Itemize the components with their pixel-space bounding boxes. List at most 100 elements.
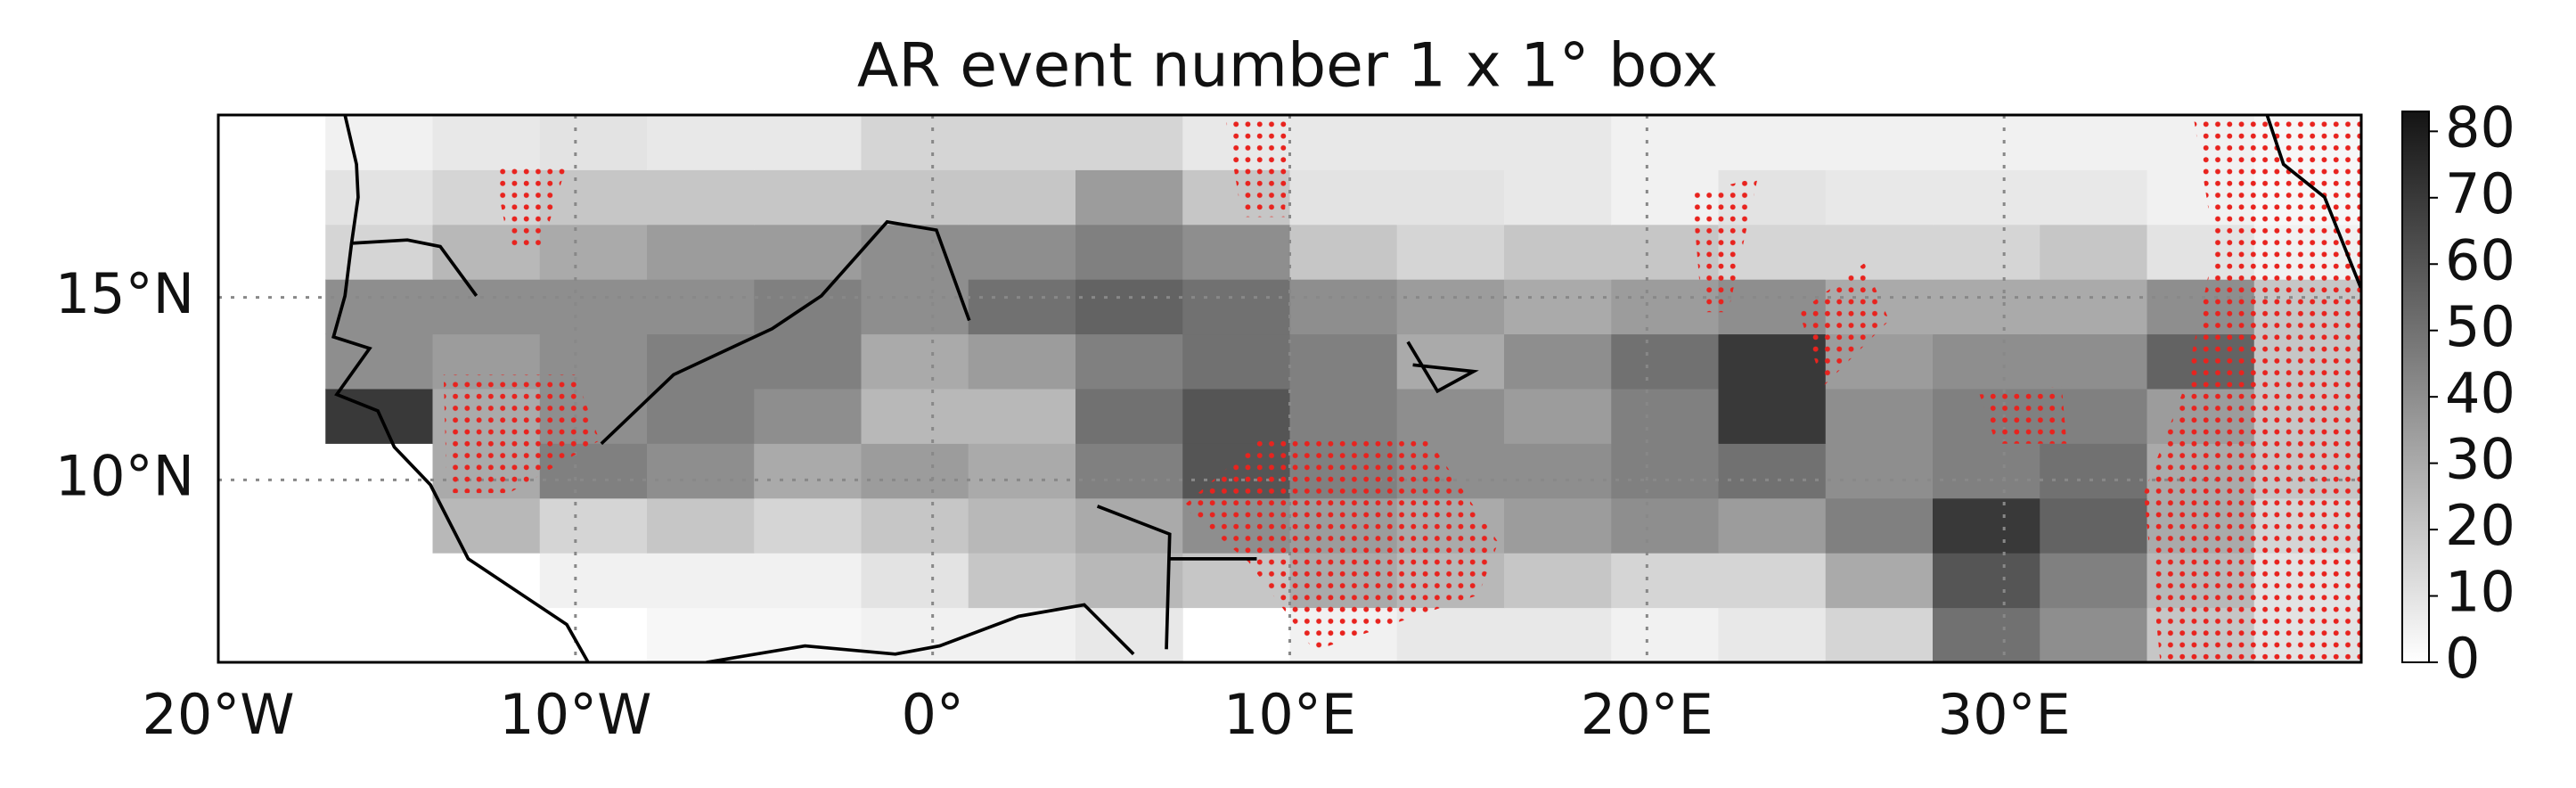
heat-cell xyxy=(1504,389,1612,444)
heat-cell xyxy=(1396,607,1505,662)
heat-cell xyxy=(1396,115,1505,170)
heat-cell xyxy=(647,443,755,499)
heat-cell xyxy=(432,497,541,554)
x-tick-label: 10°E xyxy=(1223,682,1356,747)
heat-cell xyxy=(1504,443,1612,499)
heat-cell xyxy=(861,389,969,444)
heat-cell xyxy=(1611,497,1719,554)
coast-line xyxy=(331,115,590,662)
x-tick-label: 20°E xyxy=(1581,682,1713,747)
significance-stipple xyxy=(443,115,2361,662)
heat-cell xyxy=(1504,333,1612,390)
heat-cell xyxy=(1182,279,1290,335)
x-tick-label: 20°W xyxy=(142,682,294,747)
heat-cell xyxy=(1825,497,1934,554)
heat-cell xyxy=(861,333,969,390)
heat-cell xyxy=(1718,553,1827,609)
heat-cell xyxy=(1075,497,1183,554)
heat-cell xyxy=(1075,553,1183,609)
heat-cell xyxy=(1289,279,1398,335)
heat-cell xyxy=(1718,443,1827,499)
heat-cell xyxy=(754,224,862,280)
heat-cell xyxy=(968,389,1076,444)
heat-cell xyxy=(1504,279,1612,335)
heat-cell xyxy=(1075,389,1183,444)
stipple-region xyxy=(443,374,600,494)
heat-cell xyxy=(1611,607,1719,662)
heat-cell xyxy=(1825,169,1934,226)
heat-cell xyxy=(2040,333,2147,390)
heat-cell xyxy=(1289,333,1398,390)
heat-cell xyxy=(1504,169,1612,226)
heat-cell xyxy=(1504,497,1612,554)
x-tick-label: 30°E xyxy=(1938,682,2071,747)
heat-cell xyxy=(2040,553,2147,609)
stipple-region xyxy=(2144,115,2361,662)
heat-cell xyxy=(1933,443,2040,499)
heat-cell xyxy=(1825,553,1934,609)
heat-cell xyxy=(861,115,969,170)
heat-cell xyxy=(647,389,755,444)
heat-cell xyxy=(1396,279,1505,335)
heat-cell xyxy=(1396,389,1505,444)
heat-cell xyxy=(1504,607,1612,662)
heat-cell xyxy=(1075,443,1183,499)
coastline xyxy=(331,115,2361,662)
heat-cell xyxy=(968,279,1076,335)
heat-cell xyxy=(1933,607,2040,662)
heat-cell xyxy=(2040,279,2147,335)
heat-cell xyxy=(1289,224,1398,280)
colorbar-tick-label: 0 xyxy=(2445,626,2480,691)
heat-cell xyxy=(647,169,755,226)
heat-cell xyxy=(1718,389,1827,444)
heat-cell xyxy=(1825,224,1934,280)
stipple-region xyxy=(1225,118,1290,218)
heat-cell xyxy=(968,224,1076,280)
heat-cell xyxy=(1396,224,1505,280)
heat-cell xyxy=(1718,115,1827,170)
map-overlay xyxy=(331,115,2361,662)
stipple-region xyxy=(493,164,568,247)
heat-cell xyxy=(754,553,862,609)
heat-cell xyxy=(1825,607,1934,662)
heat-cell xyxy=(1182,333,1290,390)
heat-cell xyxy=(754,443,862,499)
heat-cell xyxy=(861,443,969,499)
heat-cell xyxy=(1075,224,1183,280)
heat-cell xyxy=(539,115,648,170)
heat-cell xyxy=(1933,224,2040,280)
heat-cell xyxy=(647,607,755,662)
heat-cell xyxy=(539,553,648,609)
heat-cell xyxy=(1075,115,1183,170)
heat-cell xyxy=(647,224,755,280)
heat-cell xyxy=(861,553,969,609)
heat-cell xyxy=(1289,169,1398,226)
colorbar-tick-label: 80 xyxy=(2445,94,2515,160)
heat-cell xyxy=(754,497,862,554)
stipple-region xyxy=(1692,177,1758,313)
heat-cell xyxy=(1718,497,1827,554)
stipple-region xyxy=(1798,262,1890,387)
heat-cell xyxy=(1825,115,1934,170)
heat-cell xyxy=(1611,333,1719,390)
x-tick-label: 0° xyxy=(901,682,963,747)
heat-cell xyxy=(968,443,1076,499)
heat-cell xyxy=(1718,607,1827,662)
heat-cell xyxy=(1611,553,1719,609)
heat-cell xyxy=(754,389,862,444)
heat-cell xyxy=(1182,389,1290,444)
heat-cell xyxy=(1396,333,1505,390)
heat-cell xyxy=(2040,497,2147,554)
heat-cell xyxy=(647,279,755,335)
heat-cell xyxy=(1289,115,1398,170)
heat-cell xyxy=(861,607,969,662)
colorbar-tick-label: 30 xyxy=(2445,427,2515,492)
heat-cell xyxy=(1182,224,1290,280)
colorbar-tick-label: 20 xyxy=(2445,493,2515,558)
heat-cell xyxy=(968,115,1076,170)
heat-cell xyxy=(539,279,648,335)
heat-cell xyxy=(539,497,648,554)
heat-cell xyxy=(1933,279,2040,335)
heat-cell xyxy=(2040,443,2147,499)
